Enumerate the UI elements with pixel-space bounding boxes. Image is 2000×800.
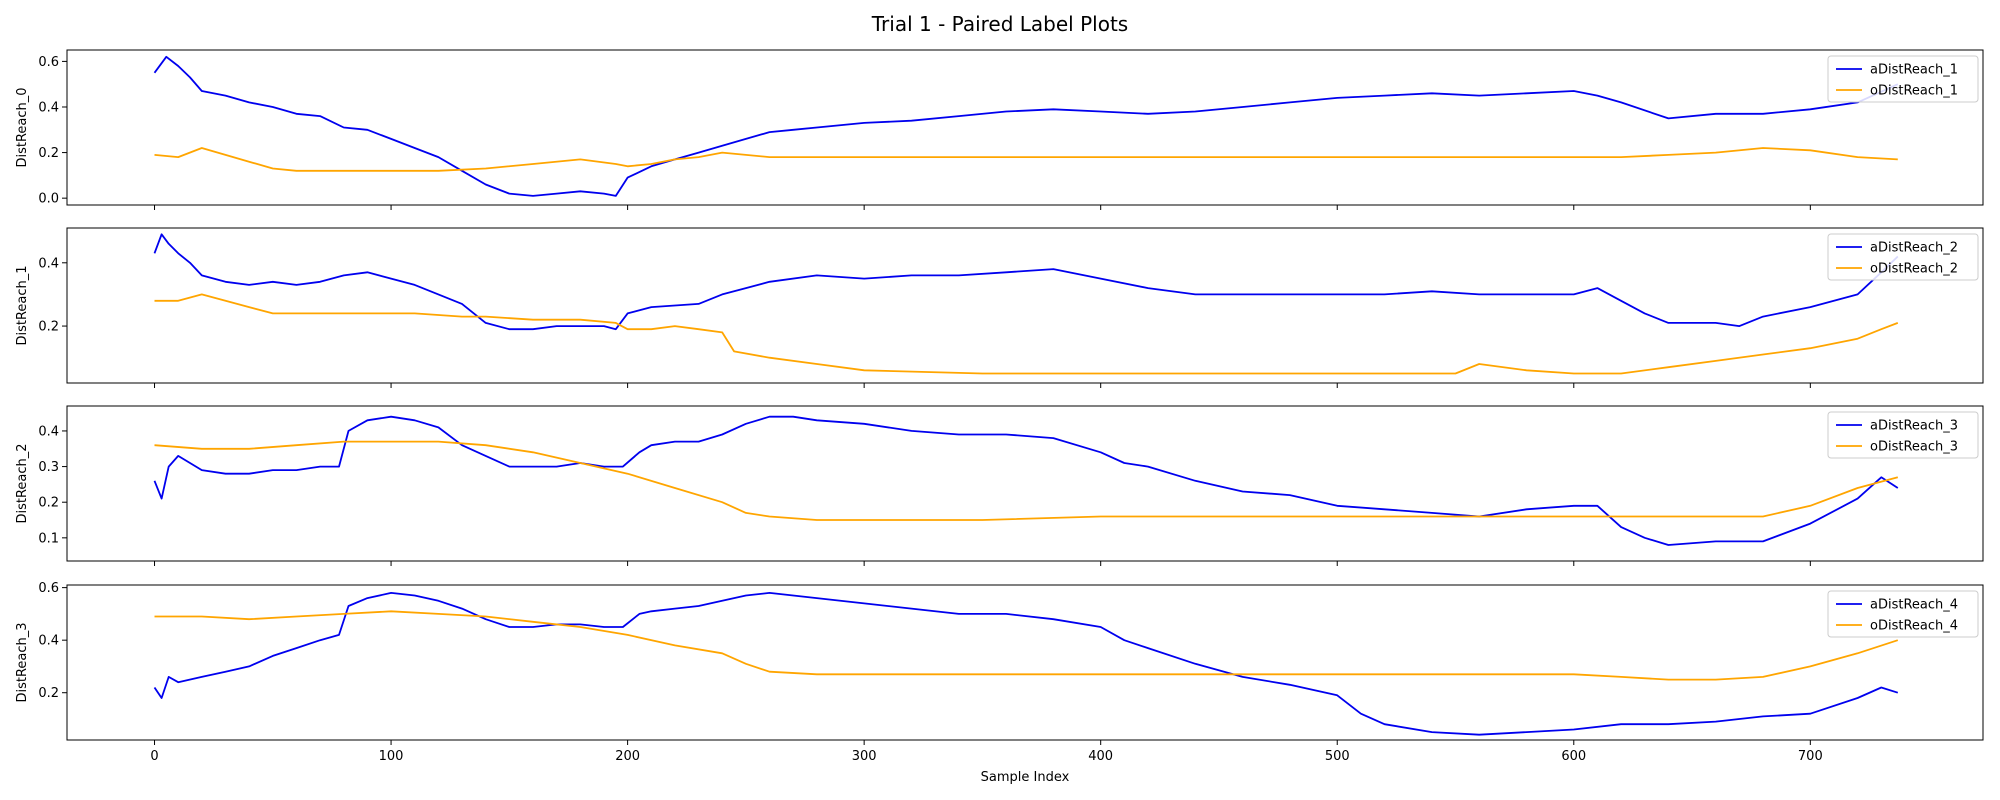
subplot-stack: 0.0 0.2 0.4 0.6 DistReach_0 aDistReach_1 oDist… — [15, 49, 1984, 764]
series-line-aDistReach_3 — [153, 415, 1899, 546]
y-tick-label: 0.4 — [38, 256, 59, 271]
y-tick-label: 0.1 — [38, 531, 59, 546]
y-tick-label: 0.2 — [38, 320, 59, 335]
legend-box — [1827, 55, 1979, 103]
series-line-oDistReach_2 — [154, 293, 1899, 375]
legend: aDistReach_3 oDistReach_3 — [1827, 411, 1979, 459]
legend-entry-label: oDistReach_1 — [1870, 84, 1958, 99]
legend-entry-label: aDistReach_4 — [1870, 598, 1958, 613]
x-tick-label: 700 — [1798, 749, 1823, 764]
axes-frame — [66, 227, 1984, 384]
legend-entry-label: oDistReach_4 — [1870, 619, 1958, 634]
subplot-1: 0.2 0.4 DistReach_1 aDistReach_2 oDistReach_… — [15, 227, 1984, 388]
legend: aDistReach_4 oDistReach_4 — [1827, 590, 1979, 638]
x-tick-label: 300 — [852, 749, 877, 764]
figure-title: Trial 1 - Paired Label Plots — [871, 12, 1128, 36]
y-tick-label: 0.2 — [38, 146, 59, 161]
y-tick-label: 0.4 — [38, 634, 59, 649]
y-axis-label: DistReach_1 — [15, 265, 30, 345]
series-line-oDistReach_1 — [154, 147, 1898, 172]
subplot-3: 0.2 0.4 0.6 0 100 200 300 400 500 600 700 DistReach… — [15, 581, 1984, 764]
x-axis-label: Sample Index — [981, 770, 1070, 785]
subplot-0: 0.0 0.2 0.4 0.6 DistReach_0 aDistReach_1 oDist… — [15, 49, 1984, 210]
legend: aDistReach_1 oDistReach_1 — [1827, 55, 1979, 103]
x-tick-label: 100 — [379, 749, 404, 764]
series-line-aDistReach_1 — [153, 55, 1899, 197]
y-tick-label: 0.2 — [38, 686, 59, 701]
y-tick-label: 0.6 — [38, 581, 59, 596]
legend-entry-label: aDistReach_3 — [1870, 419, 1958, 434]
y-axis-label: DistReach_0 — [15, 87, 30, 167]
y-tick-label: 0.6 — [38, 55, 59, 70]
subplot-2: 0.1 0.2 0.3 0.4 DistReach_2 aDistReach_3 oDist… — [15, 405, 1984, 566]
y-tick-label: 0.2 — [38, 496, 59, 511]
legend-box — [1827, 590, 1979, 638]
series-line-oDistReach_3 — [154, 440, 1899, 521]
y-tick-label: 0.4 — [38, 424, 59, 439]
y-axis-label: DistReach_3 — [15, 622, 30, 702]
legend-box — [1827, 233, 1979, 281]
x-tick-label: 600 — [1561, 749, 1586, 764]
legend-entry-label: oDistReach_3 — [1870, 440, 1958, 455]
legend-entry-label: oDistReach_2 — [1870, 262, 1958, 277]
y-axis-label: DistReach_2 — [15, 443, 30, 523]
axes-frame — [66, 584, 1984, 741]
x-tick-label: 0 — [150, 749, 158, 764]
y-tick-label: 0.0 — [38, 192, 59, 207]
axes-frame — [66, 405, 1984, 562]
legend: aDistReach_2 oDistReach_2 — [1827, 233, 1979, 281]
x-tick-label: 500 — [1325, 749, 1350, 764]
x-tick-label: 400 — [1088, 749, 1113, 764]
y-tick-label: 0.3 — [38, 460, 59, 475]
series-line-oDistReach_4 — [154, 610, 1899, 681]
y-tick-label: 0.4 — [38, 100, 59, 115]
axes-frame — [66, 49, 1984, 206]
legend-entry-label: aDistReach_2 — [1870, 241, 1958, 256]
legend-entry-label: aDistReach_1 — [1870, 63, 1958, 78]
series-line-aDistReach_2 — [153, 233, 1899, 331]
x-tick-label: 200 — [615, 749, 640, 764]
legend-box — [1827, 411, 1979, 459]
series-line-aDistReach_4 — [153, 592, 1899, 736]
